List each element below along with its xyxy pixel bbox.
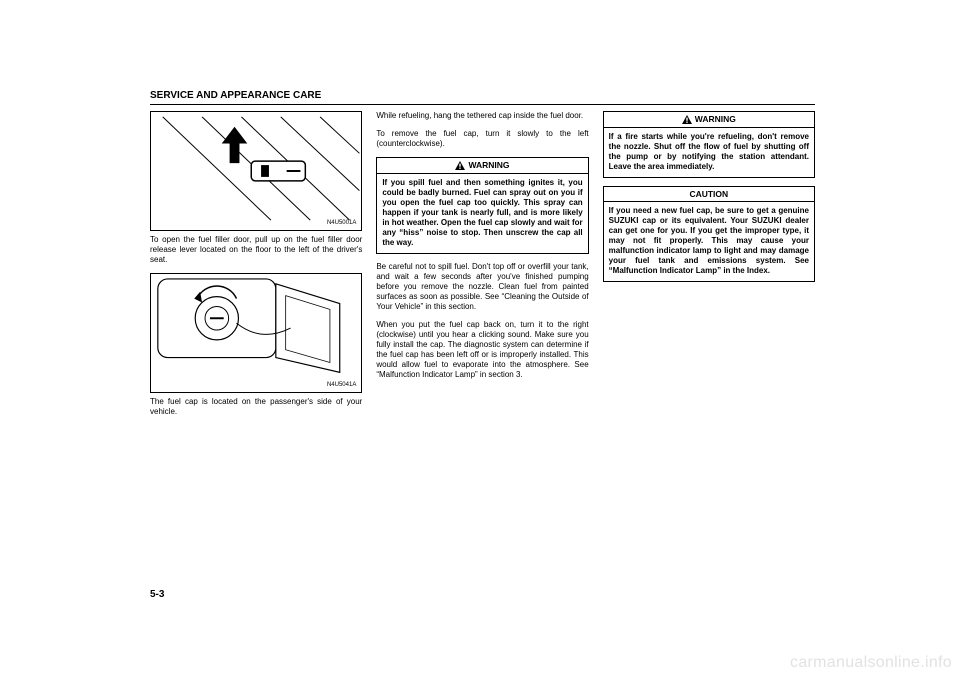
- fuel-release-lever-illustration: [151, 112, 361, 230]
- paragraph: To open the fuel filler door, pull up on…: [150, 235, 362, 265]
- figure-1: N4U5001A: [150, 111, 362, 231]
- paragraph: Be careful not to spill fuel. Don't top …: [376, 262, 588, 312]
- fuel-cap-illustration: [151, 274, 361, 392]
- warning-body: If a fire starts while you're refueling,…: [609, 132, 809, 172]
- watermark: carmanualsonline.info: [790, 654, 952, 672]
- content-columns: N4U5001A To open the fuel filler door, p…: [150, 111, 815, 425]
- warning-box: WARNING If you spill fuel and then somet…: [376, 157, 588, 254]
- page-number: 5-3: [150, 589, 164, 600]
- manual-page: SERVICE AND APPEARANCE CARE: [150, 90, 815, 590]
- warning-title: WARNING: [468, 160, 509, 171]
- paragraph: To remove the fuel cap, turn it slowly t…: [376, 129, 588, 149]
- figure-2: N4U5041A: [150, 273, 362, 393]
- section-header: SERVICE AND APPEARANCE CARE: [150, 90, 815, 105]
- caution-body: If you need a new fuel cap, be sure to g…: [609, 206, 809, 276]
- column-2: While refueling, hang the tethered cap i…: [376, 111, 588, 425]
- figure-1-label: N4U5001A: [326, 220, 357, 228]
- caution-title: CAUTION: [604, 187, 814, 203]
- paragraph: The fuel cap is located on the passenger…: [150, 397, 362, 417]
- figure-2-label: N4U5041A: [326, 382, 357, 390]
- warning-icon: [455, 161, 465, 170]
- caution-box: CAUTION If you need a new fuel cap, be s…: [603, 186, 815, 283]
- warning-body: If you spill fuel and then something ign…: [382, 178, 582, 248]
- paragraph: While refueling, hang the tethered cap i…: [376, 111, 588, 121]
- column-3: WARNING If a fire starts while you're re…: [603, 111, 815, 425]
- column-1: N4U5001A To open the fuel filler door, p…: [150, 111, 362, 425]
- warning-box: WARNING If a fire starts while you're re…: [603, 111, 815, 178]
- warning-title: WARNING: [695, 114, 736, 125]
- warning-title-row: WARNING: [604, 112, 814, 128]
- warning-icon: [682, 115, 692, 124]
- paragraph: When you put the fuel cap back on, turn …: [376, 320, 588, 380]
- warning-title-row: WARNING: [377, 158, 587, 174]
